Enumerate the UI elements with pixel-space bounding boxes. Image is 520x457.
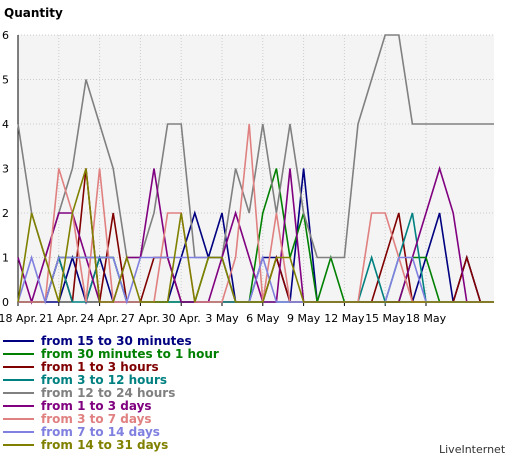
series-line-9 <box>17 168 494 303</box>
plot-area: 0 1 2 3 4 5 6 18 Apr. 21 Apr. 24 Apr. 27 Apr. 30 Ap… <box>0 29 494 325</box>
y-tick-label: 1 <box>2 252 9 265</box>
y-tick-label: 6 <box>2 29 9 42</box>
legend-label-1: from 15 to 30 minutes <box>41 334 192 348</box>
x-tick-label: 21 Apr. <box>39 312 78 325</box>
x-tick-label: 18 May <box>406 312 447 325</box>
legend-label-5: from 12 to 24 hours <box>41 386 175 400</box>
legend-label-2: from 30 minutes to 1 hour <box>41 347 219 361</box>
brand-label: LiveInternet <box>439 443 506 456</box>
x-tick-label: 30 Apr. <box>162 312 201 325</box>
x-tick-label: 6 May <box>246 312 280 325</box>
series-line-5 <box>17 34 494 261</box>
legend-label-4: from 3 to 12 hours <box>41 373 167 387</box>
y-tick-label: 0 <box>2 296 9 309</box>
x-tick-label: 18 Apr. <box>0 312 38 325</box>
legend-label-9: from 14 to 31 days <box>41 438 168 452</box>
y-tick-label: 4 <box>2 118 9 131</box>
x-tick-label: 12 May <box>324 312 365 325</box>
legend-label-7: from 3 to 7 days <box>41 412 152 426</box>
series-line-8 <box>17 254 494 305</box>
y-tick-label: 5 <box>2 74 9 87</box>
x-tick-label: 24 Apr. <box>80 312 119 325</box>
legend-label-8: from 7 to 14 days <box>41 425 160 439</box>
chart-title: Quantity <box>4 6 63 20</box>
x-tick-label: 3 May <box>205 312 239 325</box>
x-tick-label: 9 May <box>287 312 321 325</box>
x-tick-label: 27 Apr. <box>121 312 160 325</box>
y-tick-label: 3 <box>2 163 9 176</box>
x-tick-label: 15 May <box>365 312 406 325</box>
legend-label-6: from 1 to 3 days <box>41 399 152 413</box>
y-tick-label: 2 <box>2 207 9 220</box>
legend-label-3: from 1 to 3 hours <box>41 360 159 374</box>
